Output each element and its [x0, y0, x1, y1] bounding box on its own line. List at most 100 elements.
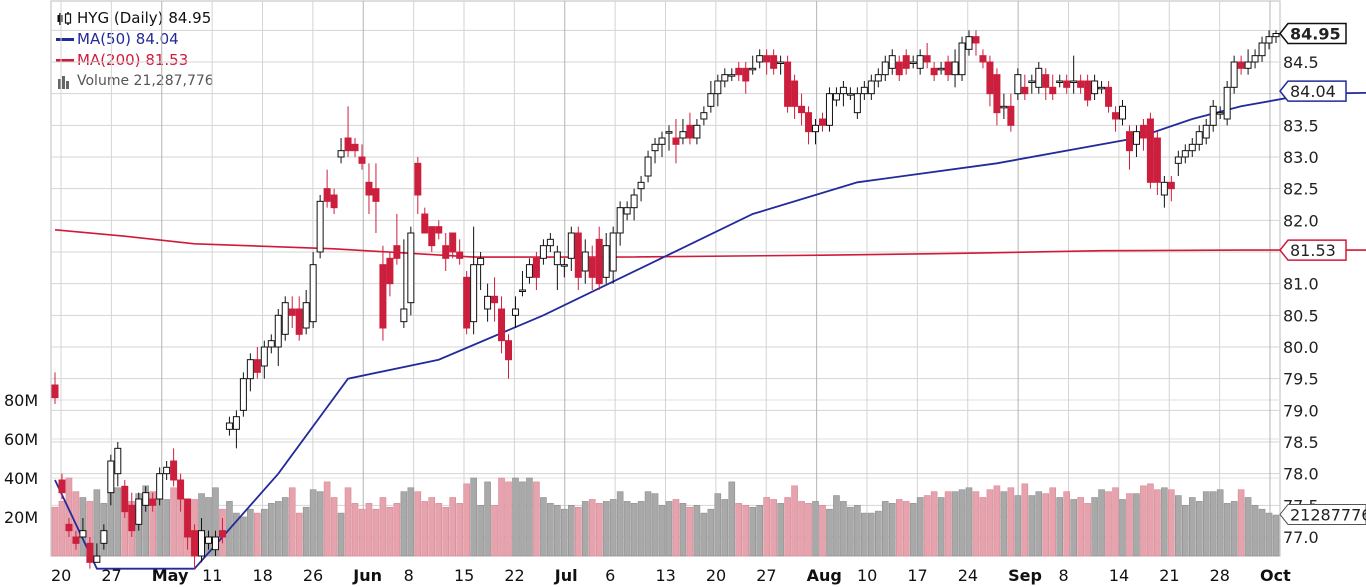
volume-bar: [1251, 504, 1259, 557]
candle: [888, 49, 896, 75]
candle: [581, 239, 589, 284]
candle: [602, 233, 610, 284]
legend-ma50: MA(50) 84.04: [56, 29, 214, 50]
volume-bar: [142, 485, 150, 557]
candle: [51, 372, 59, 404]
volume-bar: [1049, 487, 1057, 557]
x-tick-label: Aug: [807, 566, 842, 585]
candle-body: [309, 264, 317, 323]
x-tick-label: 27: [756, 566, 776, 585]
candle-body: [1244, 61, 1252, 69]
candle: [170, 448, 178, 487]
candle: [1202, 119, 1210, 145]
candle-body: [937, 67, 945, 71]
candle: [1251, 49, 1259, 69]
volume-bar: [972, 491, 980, 557]
x-tick-label: 22: [504, 566, 524, 585]
candle-body: [839, 86, 847, 95]
candle-body: [421, 213, 429, 234]
volume-bar: [309, 489, 317, 557]
candle: [944, 55, 952, 81]
x-tick-label: 18: [253, 566, 273, 585]
candle: [1237, 55, 1245, 75]
candle: [1125, 125, 1133, 170]
candle-body: [184, 498, 192, 538]
candle: [1195, 125, 1203, 151]
candle-body: [728, 74, 736, 77]
candle-body: [274, 314, 282, 348]
candle: [323, 169, 331, 208]
candle-body: [358, 156, 366, 164]
volume-bar: [1105, 491, 1112, 557]
x-tick-label: 20: [706, 566, 726, 585]
candle-body: [1021, 86, 1029, 95]
candle-body: [407, 232, 415, 304]
candle-body: [595, 238, 603, 285]
candle: [818, 112, 826, 132]
volume-bar: [449, 497, 456, 557]
candle: [832, 87, 840, 107]
volume-bar: [833, 495, 840, 557]
candle: [672, 119, 680, 164]
volume-bar: [428, 497, 436, 557]
candle: [232, 410, 240, 449]
price-tag-label: 84.04: [1290, 82, 1336, 101]
candle: [274, 309, 282, 366]
volume-bar: [1056, 497, 1064, 557]
candle-body: [1209, 105, 1217, 126]
volume-bar: [561, 508, 568, 557]
x-tick-label: 8: [1059, 566, 1069, 585]
candle-body: [428, 226, 436, 247]
candle-body: [686, 124, 694, 139]
candle: [135, 492, 143, 531]
volume-bar: [400, 491, 408, 557]
volume-bar: [170, 487, 177, 557]
volume-bar: [58, 501, 66, 557]
volume-bar: [505, 481, 512, 557]
volume-bar: [240, 516, 247, 557]
volume-bar: [1007, 487, 1015, 557]
candle: [1014, 68, 1022, 100]
candle-body: [323, 188, 331, 202]
candle-body: [114, 447, 122, 475]
volume-bar: [261, 508, 268, 557]
legend-main: HYG (Daily) 84.95: [56, 8, 214, 29]
volume-bar: [379, 497, 387, 557]
candle-body: [1153, 137, 1161, 183]
volume-bar: [609, 499, 617, 557]
candle-body: [791, 80, 799, 107]
candle: [156, 467, 164, 506]
candle: [686, 112, 694, 145]
candle-body: [944, 61, 952, 76]
candle: [1146, 112, 1154, 189]
candle-body: [777, 61, 785, 64]
candle: [679, 119, 687, 145]
legend-volume-label: Volume: [77, 73, 130, 89]
candle-body: [979, 55, 987, 63]
volume-bar: [386, 506, 394, 557]
volume-bar: [463, 483, 470, 557]
candle: [756, 49, 764, 69]
volume-bar: [1042, 493, 1050, 557]
candle-body: [672, 137, 680, 145]
candle-body: [204, 536, 212, 544]
price-tag-box: [1279, 239, 1347, 261]
volume-bar: [302, 506, 310, 557]
legend-period: (Daily): [113, 9, 164, 27]
candle: [839, 81, 847, 107]
y-tick-label: 82.5: [1283, 180, 1319, 199]
candle-body: [1181, 150, 1189, 158]
candle: [107, 454, 115, 506]
candle-body: [588, 257, 596, 278]
candle-body: [784, 61, 792, 107]
candle: [1119, 100, 1127, 126]
x-tick-label: Oct: [1260, 566, 1291, 585]
candle: [149, 492, 157, 512]
volume-bar: [51, 506, 59, 557]
candle: [191, 524, 199, 569]
candle-body: [302, 302, 310, 329]
candle: [260, 340, 268, 379]
volume-bar: [895, 499, 903, 557]
candle: [358, 144, 366, 170]
candle-body: [1007, 105, 1015, 126]
